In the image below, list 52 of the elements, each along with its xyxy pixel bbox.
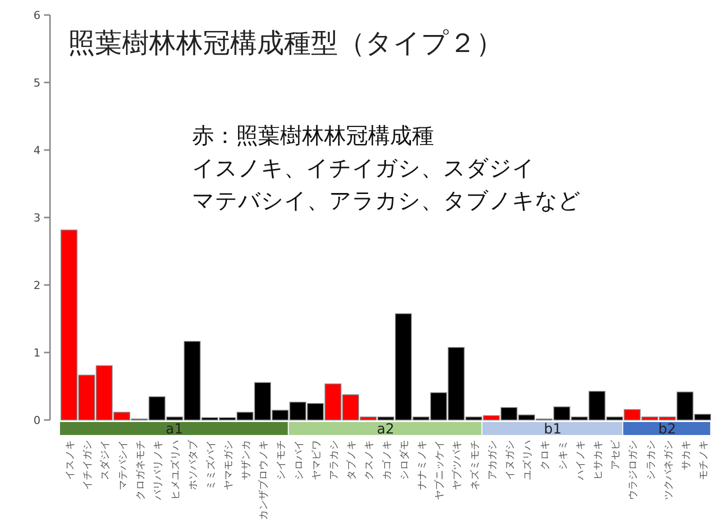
annotation: マテバシイ、アラカシ、タブノキなど <box>192 189 581 214</box>
x-tick-label: タブノキ <box>346 440 358 480</box>
x-tick-label: ハイノキ <box>575 440 586 481</box>
x-tick-label: イスノキ <box>65 440 76 480</box>
y-tick-label: 0 <box>34 414 40 427</box>
y-tick-label: 5 <box>34 76 40 90</box>
x-tick-label: サカキ <box>681 440 692 470</box>
y-tick-label: 6 <box>34 9 40 22</box>
x-tick-label: クロガネモチ <box>135 440 146 500</box>
x-tick-label: マテバシイ <box>118 440 129 490</box>
x-tick-label: シキミ <box>558 440 569 470</box>
x-tick-label: ナナミノキ <box>417 440 428 490</box>
x-tick-label: アセビ <box>610 439 622 470</box>
x-tick-label: クスノキ <box>364 440 376 480</box>
text: a1 <box>166 422 184 438</box>
x-tick-label: ホソバタブ <box>187 439 200 490</box>
x-tick-label: イチイガシ <box>82 440 94 490</box>
x-tick-label: ツクバネガシ <box>663 440 674 500</box>
y-tick-label: 1 <box>34 346 40 360</box>
x-tick-label: カゴノキ <box>380 440 393 480</box>
x-tick-label: バリバリノキ <box>153 440 164 501</box>
x-tick-label: ヒサカキ <box>593 440 604 480</box>
text: 照葉樹林林冠構成種型（タイプ２） <box>68 28 503 59</box>
x-tick-label: ネズミモチ <box>468 440 481 490</box>
y-tick-label: 3 <box>34 212 40 224</box>
x-tick-label: ヤブツバキ <box>451 440 464 490</box>
x-tick-label: ウラジロガシ <box>628 440 640 500</box>
x-tick-label: シロダモ <box>398 440 410 480</box>
text: b2 <box>658 422 676 438</box>
x-tick-label: ヒメユズリハ <box>170 440 182 500</box>
x-tick-label: ヤマモガシ <box>223 440 234 490</box>
x-tick-label: カンザブロウノキ <box>258 440 270 520</box>
annotation: 赤：照葉樹林林冠構成種 <box>192 124 434 149</box>
text: a2 <box>376 422 394 438</box>
text: b1 <box>544 422 562 438</box>
x-tick-label: ヤブニッケイ <box>434 440 446 500</box>
x-tick-label: シロバイ <box>294 440 305 480</box>
y-tick-label: 2 <box>34 279 40 292</box>
x-tick-label: スダジイ <box>99 440 112 480</box>
x-tick-label: アカガシ <box>487 440 498 480</box>
x-tick-label: ミミズバイ <box>204 440 217 490</box>
x-tick-label: イヌガシ <box>505 440 516 480</box>
x-tick-label: シラカシ <box>646 440 657 480</box>
x-tick-label: シイモチ <box>276 440 288 480</box>
annotation: イスノキ、イチイガシ、スダジイ <box>192 156 535 182</box>
x-tick-label: ユズリハ <box>522 440 534 480</box>
x-tick-label: モチノキ <box>698 440 710 480</box>
x-tick-label: サザンカ <box>241 440 252 480</box>
x-tick-label: ヤマビワ <box>311 440 322 480</box>
x-tick-label: クロキ <box>540 440 552 470</box>
y-tick-label: 4 <box>34 144 40 157</box>
x-tick-label: アラカシ <box>329 440 340 480</box>
